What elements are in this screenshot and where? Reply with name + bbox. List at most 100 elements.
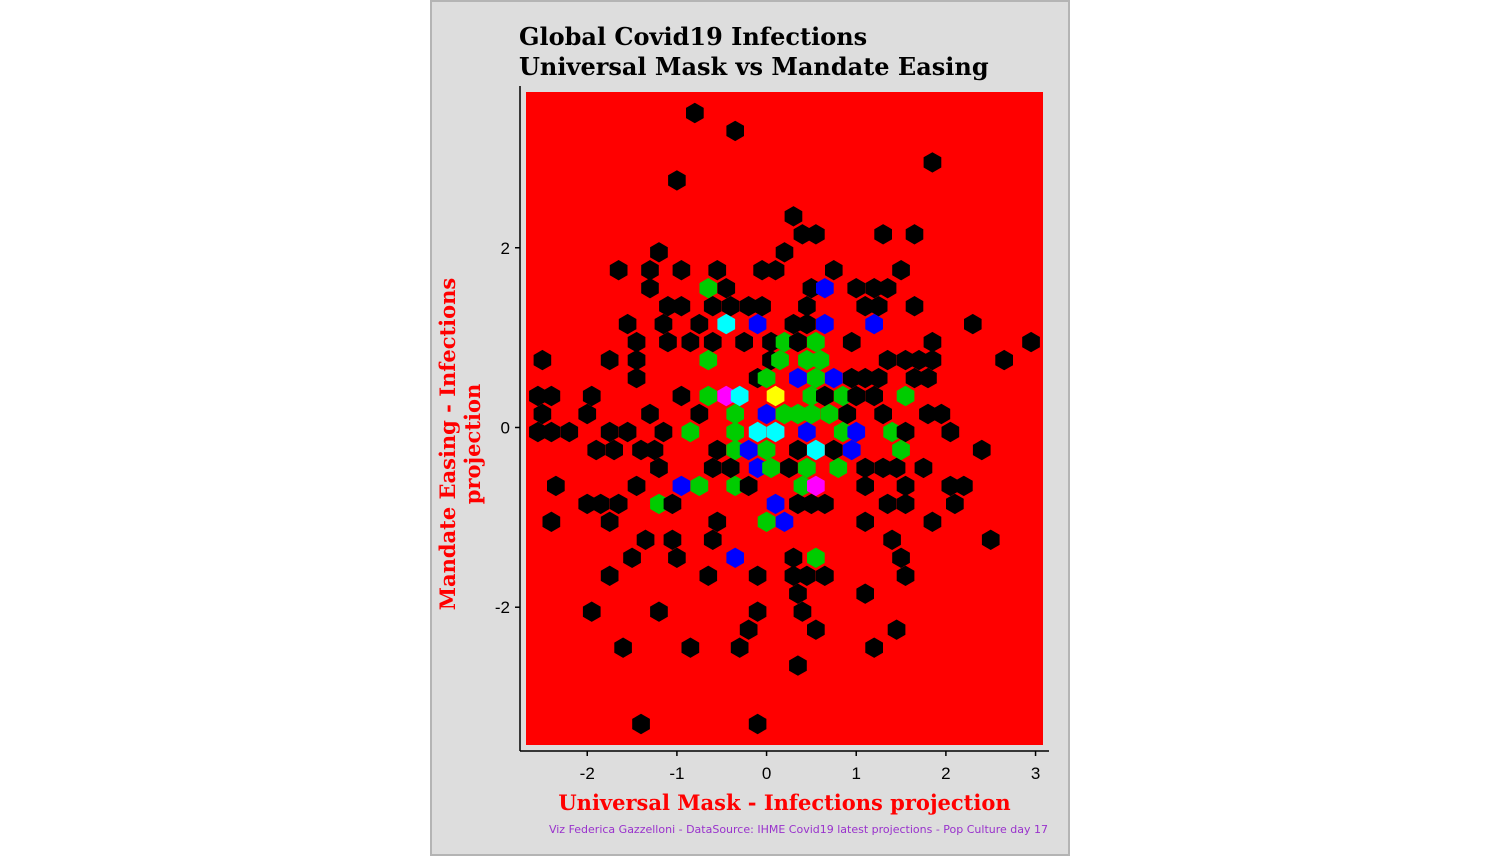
- hex-bin-174: [878, 493, 897, 515]
- hex-bin-60: [600, 349, 619, 371]
- y-tick-label: 0: [501, 418, 510, 437]
- hex-bin-152: [914, 457, 933, 479]
- chart-title-line-1: Global Covid19 Infections: [519, 22, 868, 51]
- hex-bin-15: [753, 260, 771, 281]
- hex-bin-172: [802, 493, 821, 515]
- hex-bin-115: [618, 421, 637, 443]
- hex-bin-102: [757, 403, 776, 425]
- hex-bin-198: [784, 565, 803, 586]
- hex-bin-64: [771, 349, 789, 371]
- hex-bin-68: [896, 349, 915, 371]
- hex-bin-2: [668, 170, 686, 191]
- hex-bin-159: [793, 475, 812, 497]
- hex-bin-195: [600, 565, 619, 586]
- hex-bin-42: [784, 313, 803, 335]
- hex-bin-94: [847, 385, 866, 407]
- hex-bin-24: [847, 278, 866, 299]
- hex-bin-210: [887, 619, 906, 640]
- hex-bin-180: [757, 511, 776, 532]
- hex-bin-40: [717, 313, 736, 335]
- hex-bin-185: [663, 529, 682, 550]
- hex-bin-177: [542, 511, 561, 532]
- x-tick-label: -1: [669, 764, 684, 783]
- hex-bin-204: [582, 601, 601, 622]
- chart-title: Global Covid19 Infections Universal Mask…: [519, 22, 989, 82]
- hex-bin-196: [699, 565, 718, 586]
- hex-bin-139: [892, 439, 910, 461]
- hex-bin-106: [820, 403, 839, 425]
- hex-bin-71: [995, 349, 1013, 371]
- hex-bin-50: [703, 331, 722, 353]
- hex-bin-84: [542, 385, 561, 407]
- hex-bin-23: [816, 278, 834, 299]
- hex-bin-30: [721, 296, 740, 317]
- hex-bin-143: [721, 457, 740, 479]
- hex-bin-160: [807, 475, 825, 497]
- hex-bin-137: [825, 439, 843, 461]
- hex-bin-150: [874, 457, 892, 479]
- hex-bin-14: [708, 260, 727, 281]
- hex-bin-148: [829, 457, 848, 479]
- hex-bin-151: [887, 457, 906, 479]
- hex-bin-3: [923, 152, 942, 173]
- hex-bin-126: [941, 421, 960, 443]
- hex-bin-35: [869, 296, 888, 317]
- hex-bin-10: [775, 242, 794, 263]
- hex-bin-37: [618, 313, 637, 335]
- hex-bin-215: [789, 655, 807, 676]
- hex-bin-140: [972, 439, 991, 461]
- hex-bin-181: [775, 511, 794, 532]
- hex-bin-47: [627, 331, 646, 353]
- hex-bin-34: [856, 296, 874, 317]
- hex-bin-107: [838, 403, 857, 425]
- hex-bin-216: [632, 713, 650, 735]
- hex-bin-45: [865, 313, 883, 335]
- hex-bin-110: [932, 403, 951, 425]
- hex-bin-154: [627, 475, 646, 497]
- hex-bin-33: [798, 296, 816, 317]
- hex-bin-8: [905, 224, 924, 245]
- hex-bin-18: [892, 260, 910, 281]
- hex-bin-11: [609, 260, 628, 281]
- hex-bin-25: [865, 278, 883, 299]
- x-axis-ticks: -2 -1 0 1 2 3: [580, 751, 1040, 783]
- hex-bin-144: [748, 457, 767, 479]
- hex-bin-117: [681, 421, 700, 443]
- hex-bin-109: [919, 403, 937, 425]
- hex-bin-96: [896, 385, 915, 407]
- hex-bin-101: [726, 403, 744, 425]
- hex-bin-186: [703, 529, 722, 550]
- hex-bin-142: [703, 457, 722, 479]
- hex-bin-111: [529, 421, 547, 443]
- hex-bin-200: [816, 565, 834, 586]
- hex-bin-133: [739, 439, 758, 461]
- hex-bin-124: [883, 421, 901, 443]
- hex-bin-135: [789, 439, 807, 461]
- hex-bin-1: [726, 120, 744, 142]
- hex-bin-52: [762, 331, 780, 353]
- hex-bin-17: [825, 260, 843, 281]
- hex-bin-87: [699, 385, 718, 407]
- hex-bin-4: [784, 206, 803, 227]
- hex-bin-49: [681, 331, 700, 353]
- hex-bin-149: [856, 457, 874, 479]
- hex-bin-9: [650, 242, 668, 263]
- hex-bin-61: [627, 349, 646, 371]
- hex-bin-19: [641, 278, 659, 299]
- hex-bin-164: [955, 475, 973, 497]
- hex-bin-131: [708, 439, 727, 461]
- hex-bin-134: [757, 439, 776, 461]
- hex-bin-217: [748, 713, 767, 735]
- y-tick-label: -2: [495, 598, 510, 617]
- hex-bin-212: [681, 637, 700, 658]
- hex-bin-62: [699, 349, 718, 371]
- hex-bin-184: [636, 529, 655, 550]
- hex-bin-169: [663, 493, 682, 515]
- hex-bin-95: [865, 385, 883, 407]
- hex-bin-188: [981, 529, 1000, 550]
- hex-bin-99: [641, 403, 659, 425]
- hex-bin-93: [833, 385, 852, 407]
- hex-bin-36: [905, 296, 924, 317]
- hex-bin-161: [856, 475, 874, 497]
- hex-bin-26: [878, 278, 897, 299]
